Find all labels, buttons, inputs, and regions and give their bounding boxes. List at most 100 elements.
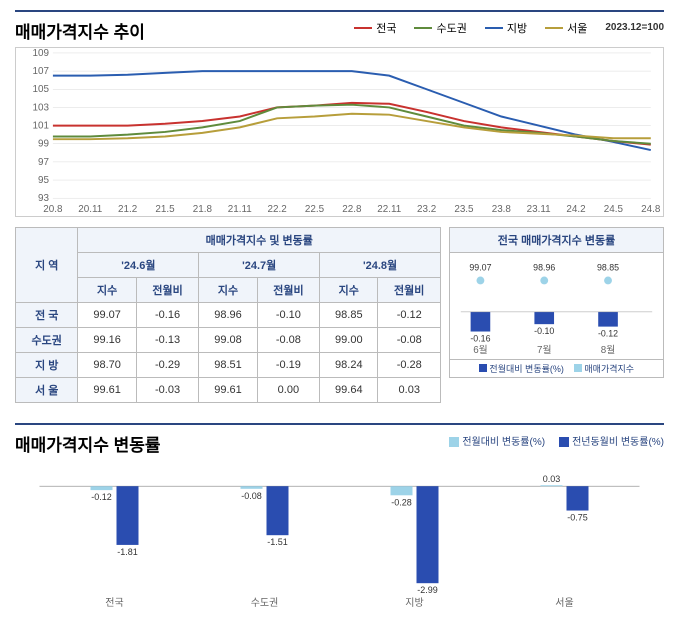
svg-text:24.5: 24.5 <box>604 204 624 215</box>
svg-text:24.2: 24.2 <box>566 204 585 215</box>
svg-text:107: 107 <box>32 66 48 77</box>
svg-text:98.85: 98.85 <box>597 263 619 273</box>
table-row: 수도권99.16-0.1399.08-0.0899.00-0.08 <box>16 328 441 353</box>
base-note: 2023.12=100 <box>605 22 664 33</box>
svg-text:21.11: 21.11 <box>228 204 252 215</box>
th-sub: 지수 <box>78 278 136 303</box>
svg-text:-0.10: -0.10 <box>534 326 554 336</box>
table-row: 서 울99.61-0.0399.610.0099.640.03 <box>16 378 441 403</box>
legend-item: 수도권 <box>414 20 466 36</box>
svg-text:21.5: 21.5 <box>155 204 175 215</box>
svg-text:97: 97 <box>38 157 49 168</box>
td-value: 99.00 <box>320 328 378 353</box>
svg-text:-0.12: -0.12 <box>598 328 618 338</box>
svg-text:21.8: 21.8 <box>193 204 213 215</box>
minichart: 99.07-0.166월98.96-0.107월98.85-0.128월 <box>449 252 664 360</box>
swatch <box>414 27 432 29</box>
svg-text:21.2: 21.2 <box>118 204 137 215</box>
svg-text:-1.81: -1.81 <box>117 547 138 557</box>
td-value: -0.10 <box>257 303 319 328</box>
svg-text:23.8: 23.8 <box>492 204 512 215</box>
svg-text:22.2: 22.2 <box>268 204 287 215</box>
td-value: 99.16 <box>78 328 136 353</box>
legend-label: 전월대비 변동률(%) <box>462 437 545 448</box>
td-value: 99.08 <box>199 328 257 353</box>
table-header-row: 지 역 매매가격지수 및 변동률 <box>16 228 441 253</box>
bar-chart: -0.12-1.81전국-0.08-1.51수도권-0.28-2.99지방0.0… <box>15 460 664 610</box>
line-chart-section: 매매가격지수 추이 전국 수도권 지방 서울 2023.12=100 93959… <box>0 0 679 413</box>
td-value: 98.96 <box>199 303 257 328</box>
svg-text:99: 99 <box>38 139 49 150</box>
th-sub: 전월비 <box>136 278 198 303</box>
svg-text:24.8: 24.8 <box>641 204 661 215</box>
th-region: 지 역 <box>16 228 78 303</box>
td-value: 98.24 <box>320 353 378 378</box>
svg-text:20.11: 20.11 <box>78 204 102 215</box>
th-sub: 전월비 <box>378 278 441 303</box>
th-month: '24.6월 <box>78 253 199 278</box>
svg-text:23.5: 23.5 <box>454 204 474 215</box>
td-value: 99.07 <box>78 303 136 328</box>
legend-label: 매매가격지수 <box>584 364 634 374</box>
td-value: -0.12 <box>378 303 441 328</box>
legend-label: 수도권 <box>436 20 466 36</box>
svg-text:8월: 8월 <box>601 344 615 356</box>
chart2-legend: 전월대비 변동률(%) 전년동월비 변동률(%) <box>449 433 664 448</box>
minichart-svg: 99.07-0.166월98.96-0.107월98.85-0.128월 <box>450 253 663 359</box>
svg-text:서울: 서울 <box>555 597 573 609</box>
td-value: -0.28 <box>378 353 441 378</box>
legend-label: 전월대비 변동률(%) <box>489 364 563 374</box>
line-chart-svg: 9395979910110310510710920.820.1121.221.5… <box>16 48 663 216</box>
table-header-row: 지수전월비 지수전월비 지수전월비 <box>16 278 441 303</box>
svg-text:-0.28: -0.28 <box>391 497 412 507</box>
svg-text:-0.08: -0.08 <box>241 491 262 501</box>
legend-item: 전월대비 변동률(%) <box>449 433 545 448</box>
svg-text:0.03: 0.03 <box>543 474 561 484</box>
swatch <box>559 437 569 447</box>
th-sub: 지수 <box>199 278 257 303</box>
svg-text:-0.16: -0.16 <box>470 333 490 343</box>
svg-text:105: 105 <box>32 84 49 95</box>
svg-text:7월: 7월 <box>537 344 551 356</box>
svg-text:6월: 6월 <box>473 344 487 356</box>
line-chart: 9395979910110310510710920.820.1121.221.5… <box>15 47 664 217</box>
th-sub: 전월비 <box>257 278 319 303</box>
svg-text:23.2: 23.2 <box>417 204 436 215</box>
swatch <box>479 364 487 372</box>
svg-text:20.8: 20.8 <box>43 204 63 215</box>
svg-text:전국: 전국 <box>105 597 123 609</box>
svg-text:23.11: 23.11 <box>527 204 551 215</box>
minichart-box: 전국 매매가격지수 변동률 99.07-0.166월98.96-0.107월98… <box>449 227 664 378</box>
svg-text:지방: 지방 <box>405 597 423 609</box>
svg-text:-1.51: -1.51 <box>267 537 288 547</box>
td-value: -0.13 <box>136 328 198 353</box>
minichart-title: 전국 매매가격지수 변동률 <box>449 227 664 252</box>
td-region: 수도권 <box>16 328 78 353</box>
td-value: 99.64 <box>320 378 378 403</box>
th-month: '24.7월 <box>199 253 320 278</box>
legend-item: 전년동월비 변동률(%) <box>559 433 664 448</box>
td-value: 99.61 <box>199 378 257 403</box>
td-value: 98.85 <box>320 303 378 328</box>
minichart-legend: 전월대비 변동률(%) 매매가격지수 <box>449 360 664 378</box>
data-table-box: 지 역 매매가격지수 및 변동률 '24.6월 '24.7월 '24.8월 지수… <box>15 227 441 403</box>
td-value: 0.00 <box>257 378 319 403</box>
td-value: -0.08 <box>257 328 319 353</box>
td-value: -0.29 <box>136 353 198 378</box>
legend-item: 지방 <box>485 20 527 36</box>
svg-text:22.8: 22.8 <box>342 204 362 215</box>
swatch <box>485 27 503 29</box>
swatch <box>354 27 372 29</box>
svg-text:22.11: 22.11 <box>377 204 401 215</box>
svg-text:98.96: 98.96 <box>533 263 555 273</box>
td-value: 0.03 <box>378 378 441 403</box>
legend-label: 지방 <box>507 20 527 36</box>
td-value: -0.19 <box>257 353 319 378</box>
svg-text:수도권: 수도권 <box>251 597 279 609</box>
td-region: 서 울 <box>16 378 78 403</box>
chart1-legend: 전국 수도권 지방 서울 2023.12=100 <box>354 20 664 36</box>
svg-text:-2.99: -2.99 <box>417 585 438 595</box>
bar-chart-section: 매매가격지수 변동률 전월대비 변동률(%) 전년동월비 변동률(%) -0.1… <box>0 413 679 620</box>
chart1-title: 매매가격지수 추이 <box>15 12 145 43</box>
legend-label: 전년동월비 변동률(%) <box>572 437 664 448</box>
